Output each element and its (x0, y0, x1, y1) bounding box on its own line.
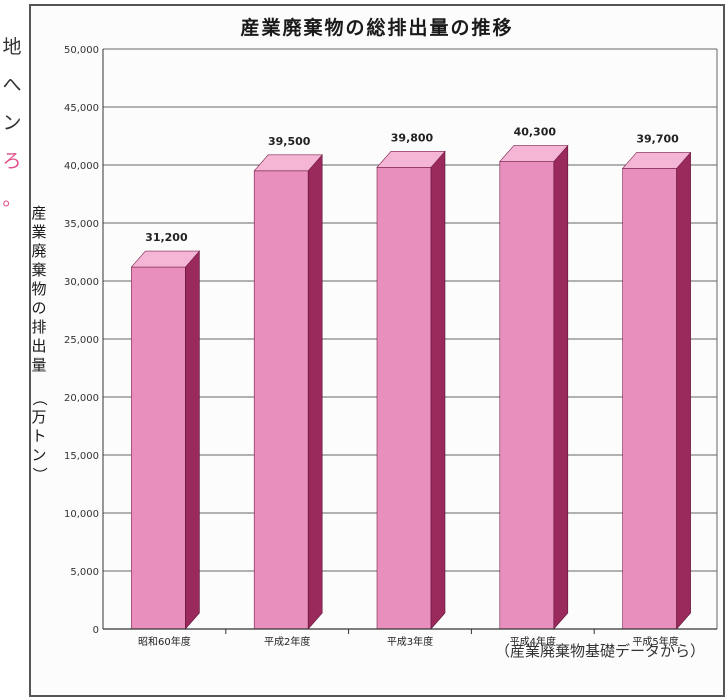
y-tick-label: 50,000 (64, 45, 99, 56)
y-label-char: 業 (31, 223, 47, 241)
y-tick-label: 35,000 (64, 219, 99, 230)
bar-top (130, 250, 201, 268)
y-tick-label: 25,000 (64, 335, 99, 346)
y-tick-label: 20,000 (64, 393, 99, 404)
source-note: （産業廃棄物基礎データから） (494, 642, 705, 660)
y-label-char: 物 (31, 280, 47, 298)
bar-top (621, 152, 692, 169)
y-label-char: 産 (31, 204, 47, 222)
data-label: 40,300 (514, 126, 557, 139)
x-tick-label: 平成5年度 (632, 635, 678, 648)
x-tick-label: 平成3年度 (387, 635, 433, 648)
y-tick-label: 40,000 (64, 161, 99, 172)
y-label-char: の (31, 299, 47, 317)
bar-top (499, 145, 569, 162)
bar-chart-plot: 0 5,000 10,000 15,000 20,000 25,000 30,000 35,0… (64, 45, 718, 648)
y-unit-char: 万 (31, 408, 47, 426)
y-label-char: 排 (31, 318, 47, 336)
bar-side (676, 151, 691, 630)
data-label: 39,800 (391, 131, 434, 144)
bar-top (376, 151, 446, 168)
y-unit-char: ン (31, 446, 47, 464)
y-tick-label: 30,000 (64, 277, 99, 288)
y-label-char: 廃 (31, 242, 47, 260)
bleed-char: へ (2, 74, 22, 96)
y-unit-char: ト (31, 427, 47, 445)
y-tick-label: 5,000 (70, 567, 99, 578)
bleed-char: 地 (2, 36, 22, 58)
bleed-char: 。 (2, 188, 22, 210)
bleed-char: ろ (2, 150, 22, 172)
data-label: 39,700 (636, 132, 679, 145)
bar-top (253, 154, 323, 172)
bar-side (185, 250, 200, 630)
y-label-char: 出 (31, 337, 47, 355)
data-label: 39,500 (268, 135, 311, 148)
bar (131, 266, 186, 630)
bar-side (430, 150, 446, 630)
y-tick-label: 15,000 (64, 451, 99, 462)
y-label-char: 量 (31, 356, 47, 374)
bar (253, 170, 309, 630)
x-tick-label: 昭和60年度 (138, 635, 191, 648)
bleed-through-text: 地 へ ン ろ 。 (2, 28, 22, 218)
chart-title: 産業廃棄物の総排出量の推移 (240, 17, 514, 39)
bar (499, 161, 555, 630)
bar (622, 168, 677, 630)
bar-side (307, 154, 323, 630)
data-label: 31,200 (145, 231, 188, 244)
bleed-char: ン (2, 112, 22, 134)
y-label-char: 棄 (31, 261, 47, 279)
x-tick-label: 平成4年度 (510, 635, 556, 648)
x-tick-label: 平成2年度 (264, 635, 310, 648)
chart-frame: 産業廃棄物の総排出量の推移 産 業 廃 棄 物 の 排 出 量 （ 万 ト ン … (29, 4, 725, 697)
y-tick-label: 45,000 (64, 103, 99, 114)
bar-side (553, 144, 569, 630)
y-tick-label: 10,000 (64, 509, 99, 520)
bar (376, 167, 432, 630)
y-axis-label: 産 業 廃 棄 物 の 排 出 量 （ 万 ト ン ） (31, 204, 49, 484)
y-tick-label: 0 (93, 625, 99, 636)
